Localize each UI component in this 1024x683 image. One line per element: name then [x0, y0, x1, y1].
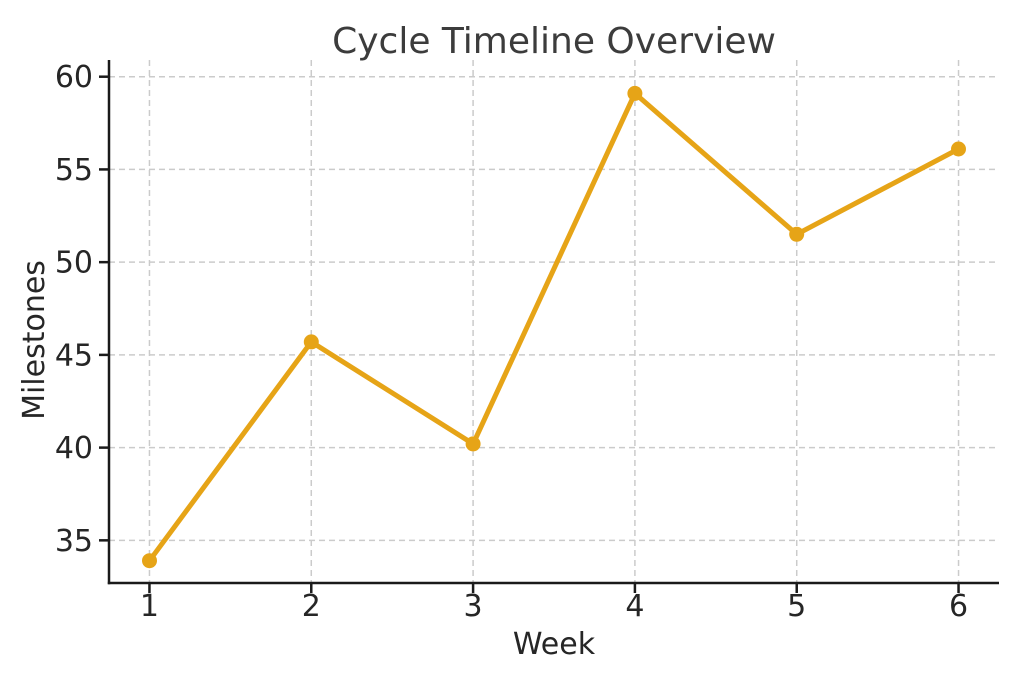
x-tick-label-4: 4 [625, 589, 644, 624]
y-tick-label-45: 45 [55, 338, 93, 373]
x-tick-label-3: 3 [464, 589, 483, 624]
x-tick-label-5: 5 [787, 589, 806, 624]
y-tick-label-35: 35 [55, 524, 93, 559]
series-line-milestones [147, 90, 961, 564]
gridlines [109, 60, 999, 583]
data-point-week-1 [142, 553, 157, 569]
data-point-week-5 [789, 226, 805, 242]
data-series [142, 85, 966, 569]
y-tick-label-60: 60 [55, 60, 93, 95]
data-point-week-3 [465, 436, 481, 452]
data-point-week-4 [627, 85, 643, 101]
x-tick-label-1: 1 [140, 589, 159, 624]
chart-title: Cycle Timeline Overview [332, 21, 776, 62]
x-tick-label-6: 6 [949, 589, 968, 624]
y-tick-label-55: 55 [55, 153, 93, 188]
x-tick-label-2: 2 [302, 589, 321, 624]
y-axis-label: Milestones [17, 260, 52, 420]
y-tick-label-50: 50 [55, 246, 93, 281]
y-tick-label-40: 40 [55, 431, 93, 466]
axis-spines [107, 60, 999, 585]
data-point-week-6 [951, 141, 966, 157]
x-axis-label: Week [513, 627, 596, 662]
data-point-week-2 [303, 334, 319, 350]
